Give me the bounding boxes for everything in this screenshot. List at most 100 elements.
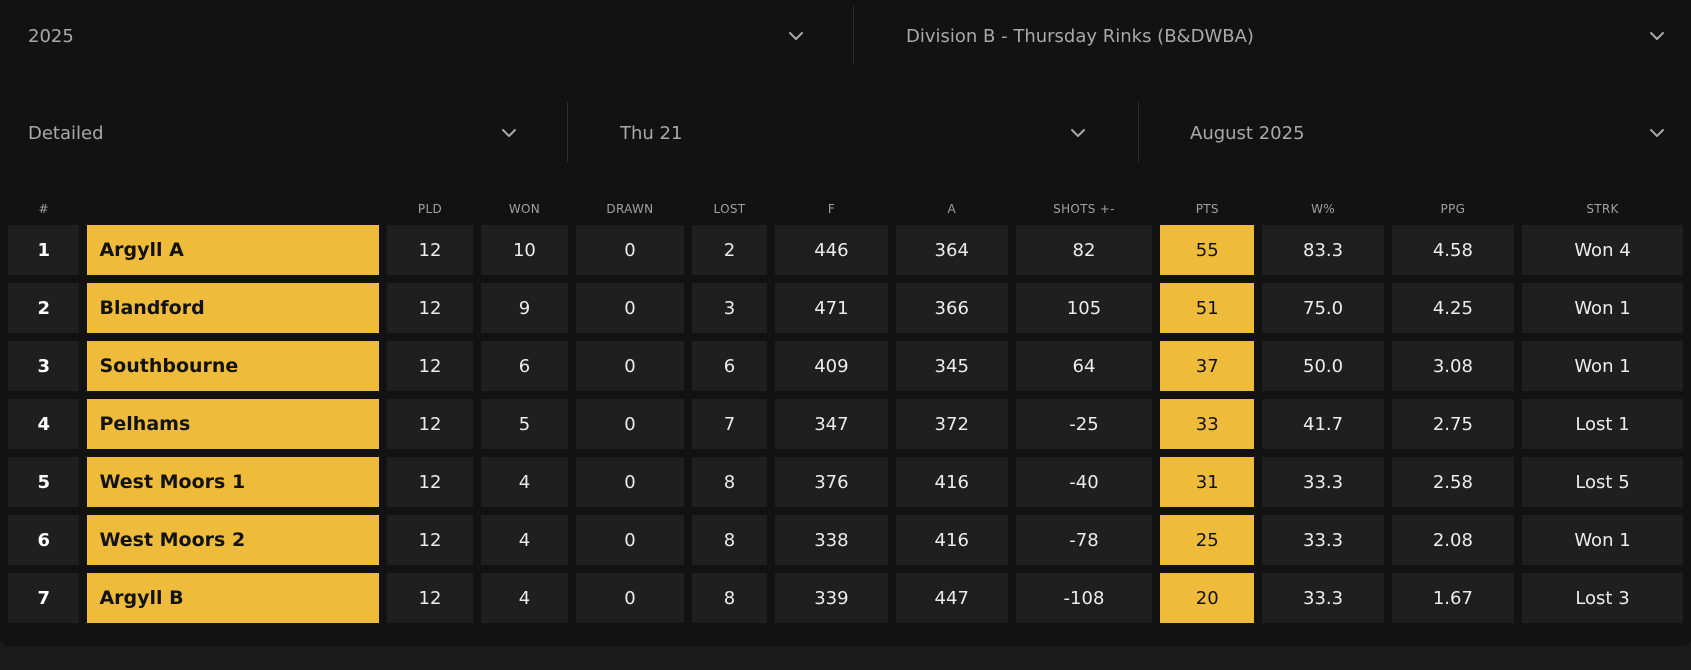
pld-cell: 12 [387,399,473,449]
drawn-cell: 0 [576,457,684,507]
streak-cell: Won 4 [1521,225,1683,275]
shots-cell: -40 [1015,457,1153,507]
table-header-row: # PLD WON DRAWN LOST F A SHOTS +- PTS W%… [8,201,1683,217]
won-cell: 4 [480,573,569,623]
pos-cell: 6 [8,515,80,565]
divider [567,102,568,162]
table-row: 3 Southbourne 12 6 0 6 409 345 64 37 50.… [8,341,1683,391]
view-select[interactable]: Detailed [28,117,518,149]
chevron-down-icon [1069,124,1087,142]
header-pld: PLD [417,202,442,216]
header-lost: LOST [713,202,746,216]
header-streak: STRK [1586,202,1619,216]
ppg-cell: 4.25 [1391,283,1514,333]
against-cell: 416 [895,457,1008,507]
header-win-pct: W% [1311,202,1336,216]
for-cell: 338 [775,515,888,565]
pos-cell: 5 [8,457,80,507]
streak-cell: Lost 3 [1521,573,1683,623]
won-cell: 10 [480,225,569,275]
against-cell: 447 [895,573,1008,623]
streak-cell: Lost 1 [1521,399,1683,449]
team-name[interactable]: Argyll B [87,573,380,623]
win-pct-cell: 33.3 [1262,573,1384,623]
pld-cell: 12 [387,573,473,623]
month-select-value: August 2025 [1190,122,1305,144]
season-select-value: 2025 [28,25,74,47]
for-cell: 339 [775,573,888,623]
pts-cell: 25 [1160,515,1255,565]
team-name[interactable]: Blandford [87,283,380,333]
chevron-down-icon [500,124,518,142]
lost-cell: 6 [691,341,768,391]
win-pct-cell: 33.3 [1262,457,1384,507]
header-won: WON [508,202,541,216]
header-for: F [827,202,836,216]
win-pct-cell: 83.3 [1262,225,1384,275]
pts-cell: 37 [1160,341,1255,391]
month-select[interactable]: August 2025 [1190,117,1666,149]
pld-cell: 12 [387,457,473,507]
won-cell: 4 [480,515,569,565]
streak-cell: Won 1 [1521,341,1683,391]
header-ppg: PPG [1440,202,1466,216]
view-select-value: Detailed [28,122,104,144]
drawn-cell: 0 [576,573,684,623]
shots-cell: -78 [1015,515,1153,565]
header-pos: # [38,202,49,216]
team-name[interactable]: Pelhams [87,399,380,449]
ppg-cell: 2.08 [1391,515,1514,565]
for-cell: 347 [775,399,888,449]
table-row: 2 Blandford 12 9 0 3 471 366 105 51 75.0… [8,283,1683,333]
header-drawn: DRAWN [606,202,654,216]
win-pct-cell: 41.7 [1262,399,1384,449]
chevron-down-icon [1648,27,1666,45]
team-name[interactable]: Argyll A [87,225,380,275]
streak-cell: Won 1 [1521,515,1683,565]
for-cell: 471 [775,283,888,333]
pos-cell: 7 [8,573,80,623]
ppg-cell: 3.08 [1391,341,1514,391]
header-pts: PTS [1195,202,1219,216]
against-cell: 345 [895,341,1008,391]
date-select[interactable]: Thu 21 [620,117,1087,149]
pts-cell: 55 [1160,225,1255,275]
win-pct-cell: 33.3 [1262,515,1384,565]
shots-cell: 105 [1015,283,1153,333]
lost-cell: 8 [691,573,768,623]
pts-cell: 31 [1160,457,1255,507]
table-row: 6 West Moors 2 12 4 0 8 338 416 -78 25 3… [8,515,1683,565]
table-row: 1 Argyll A 12 10 0 2 446 364 82 55 83.3 … [8,225,1683,275]
against-cell: 366 [895,283,1008,333]
team-name[interactable]: West Moors 2 [87,515,380,565]
team-name[interactable]: Southbourne [87,341,380,391]
drawn-cell: 0 [576,225,684,275]
division-select[interactable]: Division B - Thursday Rinks (B&DWBA) [906,20,1666,52]
lost-cell: 8 [691,515,768,565]
for-cell: 409 [775,341,888,391]
drawn-cell: 0 [576,341,684,391]
streak-cell: Lost 5 [1521,457,1683,507]
against-cell: 372 [895,399,1008,449]
lost-cell: 8 [691,457,768,507]
won-cell: 9 [480,283,569,333]
lost-cell: 7 [691,399,768,449]
season-select[interactable]: 2025 [28,20,808,52]
table-row: 5 West Moors 1 12 4 0 8 376 416 -40 31 3… [8,457,1683,507]
team-name[interactable]: West Moors 1 [87,457,380,507]
for-cell: 446 [775,225,888,275]
won-cell: 4 [480,457,569,507]
pld-cell: 12 [387,515,473,565]
pos-cell: 3 [8,341,80,391]
shots-cell: -25 [1015,399,1153,449]
league-table: # PLD WON DRAWN LOST F A SHOTS +- PTS W%… [0,193,1691,631]
ppg-cell: 2.75 [1391,399,1514,449]
ppg-cell: 4.58 [1391,225,1514,275]
against-cell: 364 [895,225,1008,275]
pld-cell: 12 [387,283,473,333]
date-select-value: Thu 21 [620,122,683,144]
streak-cell: Won 1 [1521,283,1683,333]
chevron-down-icon [787,27,805,45]
win-pct-cell: 50.0 [1262,341,1384,391]
won-cell: 5 [480,399,569,449]
